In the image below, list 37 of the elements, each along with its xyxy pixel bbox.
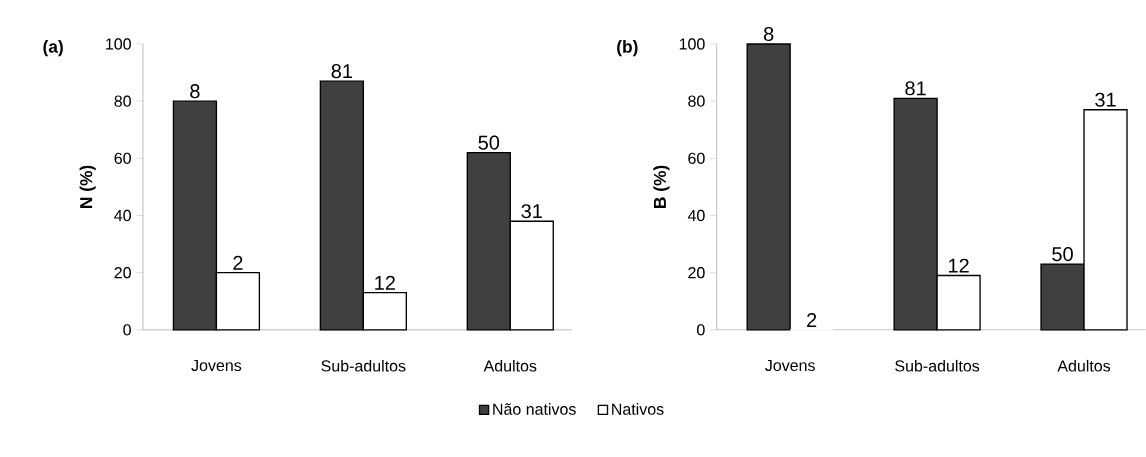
annotation: 12 xyxy=(948,258,969,273)
y-tick-label: 20 xyxy=(688,267,705,279)
annotation: 8 xyxy=(190,84,200,99)
annotation: 81 xyxy=(905,81,926,96)
annotation: 2 xyxy=(233,255,243,270)
text: 8 xyxy=(763,26,774,42)
annotation: 31 xyxy=(1095,92,1116,107)
annotation: 2 xyxy=(807,313,817,328)
y-tick-label: 20 xyxy=(114,267,131,279)
annotation: 31 xyxy=(521,204,542,219)
annotation: 50 xyxy=(1052,247,1073,262)
x-tick-label: Sub-adultos xyxy=(895,359,980,372)
x-tick-label: Jovens xyxy=(191,359,242,372)
y-axis-title: B (%) xyxy=(653,165,670,208)
chart-title: (a) xyxy=(43,40,63,57)
y-tick-label: 80 xyxy=(688,95,705,107)
chart-title: (b) xyxy=(617,40,638,57)
annotation: 12 xyxy=(375,275,395,290)
legend-label: Nativos xyxy=(612,403,664,415)
annotation: 81 xyxy=(331,64,352,79)
y-tick-label: 40 xyxy=(687,209,705,222)
y-axis-title: N (%) xyxy=(79,165,96,208)
y-tick-label: 40 xyxy=(114,209,131,222)
x-tick-label: Adultos xyxy=(483,359,537,372)
x-tick-label: Sub-adultos xyxy=(321,359,406,372)
annotation: 50 xyxy=(478,135,500,150)
x-tick-label: Jovens xyxy=(765,359,815,372)
y-tick-label: 60 xyxy=(114,152,131,165)
bar xyxy=(746,43,791,331)
y-tick-label: 100 xyxy=(106,38,131,50)
y-tick-label: 60 xyxy=(688,152,705,165)
x-tick-label: Adultos xyxy=(1057,359,1111,372)
legend-label: Não nativos xyxy=(493,403,576,415)
y-tick-label: 0 xyxy=(123,324,131,336)
y-tick-label: 100 xyxy=(679,38,705,50)
y-tick-label: 0 xyxy=(697,324,705,336)
y-tick-label: 80 xyxy=(114,95,131,107)
